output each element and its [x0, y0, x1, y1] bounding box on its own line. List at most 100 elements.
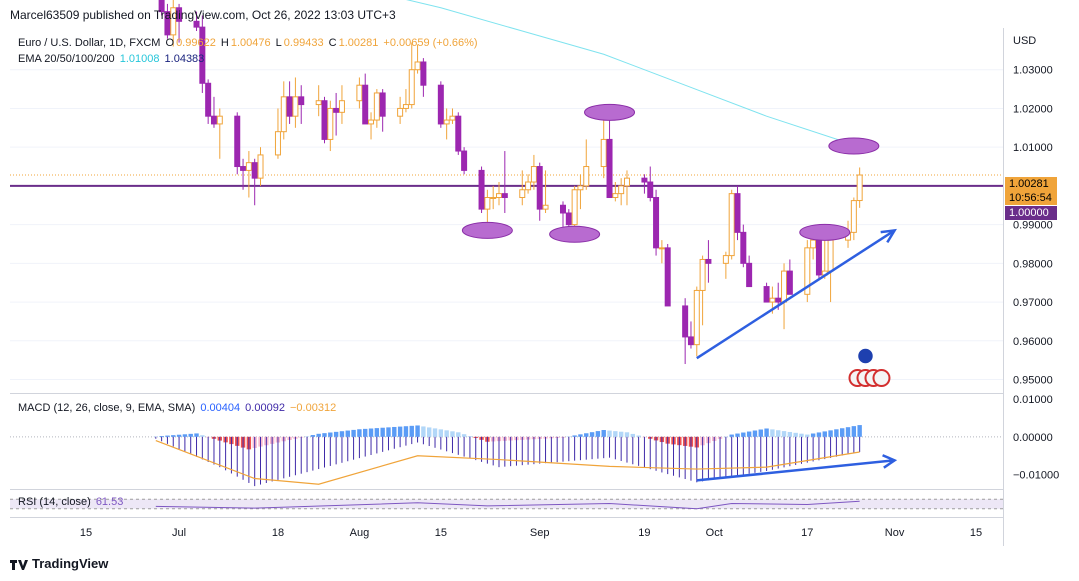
eu-flag-icon[interactable] — [856, 347, 875, 365]
candle — [623, 170, 630, 206]
candle — [443, 108, 450, 140]
candle — [379, 89, 386, 132]
macd-value-1: 0.00404 — [200, 402, 241, 414]
macd-histogram-bar — [397, 426, 403, 437]
macd-histogram-bar — [729, 434, 734, 437]
horizontal-level[interactable] — [10, 174, 1003, 187]
macd-histogram-bar — [432, 428, 438, 437]
ema-label[interactable]: EMA 20/50/100/200 — [18, 53, 115, 65]
candle-body — [245, 162, 252, 171]
candle — [577, 174, 584, 210]
candle — [536, 162, 543, 221]
candle-body — [292, 96, 299, 117]
candle — [251, 158, 258, 206]
macd-tick-label: 0.01000 — [1013, 394, 1053, 406]
candle — [810, 236, 817, 260]
candle — [530, 154, 537, 190]
candle-body — [484, 197, 491, 210]
candle-body — [815, 239, 822, 276]
macd-histogram-bar — [438, 429, 444, 437]
ema-series-line — [406, 0, 860, 148]
macd-histogram-bar — [776, 430, 781, 437]
candle — [333, 92, 340, 136]
event-flags[interactable] — [848, 347, 891, 387]
candle-body — [321, 100, 328, 140]
macd-histogram-bar — [810, 433, 816, 437]
candle — [280, 81, 287, 140]
candle-body — [199, 26, 206, 84]
macd-label[interactable]: MACD (12, 26, close, 9, EMA, SMA) — [18, 402, 196, 414]
annotation-ellipse[interactable] — [584, 103, 636, 121]
tradingview-logo[interactable]: TradingView — [10, 556, 108, 571]
price-tick-label: 0.99000 — [1013, 220, 1053, 232]
candle — [298, 85, 305, 124]
time-axis-border — [10, 517, 1003, 518]
ema-value-1: 1.01008 — [119, 53, 160, 65]
macd-histogram-bar — [165, 435, 170, 437]
candle — [338, 85, 345, 124]
ema-legend: EMA 20/50/100/200 1.01008 1.04383 — [18, 53, 206, 65]
time-tick-label: Oct — [706, 527, 723, 539]
candle-body — [164, 11, 171, 36]
candle — [193, 11, 200, 31]
candle — [170, 0, 177, 47]
candle-body — [682, 305, 689, 338]
annotation-ellipse[interactable] — [799, 223, 851, 241]
candle-body — [705, 258, 712, 264]
macd-histogram-bar — [427, 427, 432, 437]
candle-body — [315, 100, 322, 106]
candle-body — [542, 204, 549, 210]
candle-body — [193, 20, 200, 28]
annotation-ellipse[interactable] — [549, 225, 601, 243]
price-tick-label: 1.03000 — [1013, 65, 1053, 77]
candle-body — [286, 96, 293, 117]
macd-histogram-bar — [357, 429, 362, 437]
trend-arrow-head[interactable] — [880, 228, 897, 244]
candle-body — [240, 166, 247, 171]
candle-body — [280, 96, 287, 133]
ema-line — [406, 0, 860, 148]
candle-body — [850, 200, 857, 233]
annotations[interactable] — [461, 103, 897, 360]
time-tick-label: 15 — [435, 527, 447, 539]
annotation-ellipse[interactable] — [461, 221, 513, 239]
candle — [234, 112, 241, 175]
us-flag-icon[interactable] — [872, 369, 891, 387]
trend-arrow[interactable] — [696, 229, 896, 360]
macd-histogram-bar — [822, 431, 827, 437]
macd-histogram-bar — [328, 432, 333, 437]
macd-trend-arrow-head[interactable] — [882, 454, 898, 469]
symbol-name[interactable]: Euro / U.S. Dollar, 1D, FXCM — [18, 37, 161, 49]
candle-body — [769, 297, 776, 303]
macd-histogram-bar — [857, 425, 862, 437]
rsi-label[interactable]: RSI (14, close) — [18, 496, 91, 508]
candle — [682, 298, 689, 365]
macd-trend-arrow[interactable] — [696, 459, 895, 482]
candle — [781, 263, 788, 330]
candle — [216, 108, 223, 159]
candle-body — [530, 166, 537, 183]
tradingview-icon — [10, 559, 28, 570]
price-tick-label: 1.02000 — [1013, 103, 1053, 115]
annotation-ellipse[interactable] — [828, 137, 880, 155]
candle-body — [437, 84, 444, 125]
candle — [164, 3, 171, 39]
publisher-header: Marcel63509 published on TradingView.com… — [10, 8, 396, 22]
candle — [274, 108, 281, 159]
macd-histogram-bar — [322, 433, 327, 437]
candle-body — [583, 166, 590, 187]
rsi-pane — [10, 498, 1003, 510]
candle — [687, 321, 694, 349]
macd-histogram-bar — [741, 432, 746, 437]
macd-histogram-bar — [363, 428, 368, 437]
candle — [693, 286, 700, 357]
macd-histogram-bar — [159, 436, 164, 437]
macd-histogram-bar — [595, 431, 601, 437]
candle-body — [368, 119, 375, 125]
candle — [658, 240, 665, 264]
candle-body — [338, 100, 345, 113]
candle — [257, 147, 264, 186]
price-tick-label: 0.97000 — [1013, 297, 1053, 309]
candle — [205, 79, 212, 124]
